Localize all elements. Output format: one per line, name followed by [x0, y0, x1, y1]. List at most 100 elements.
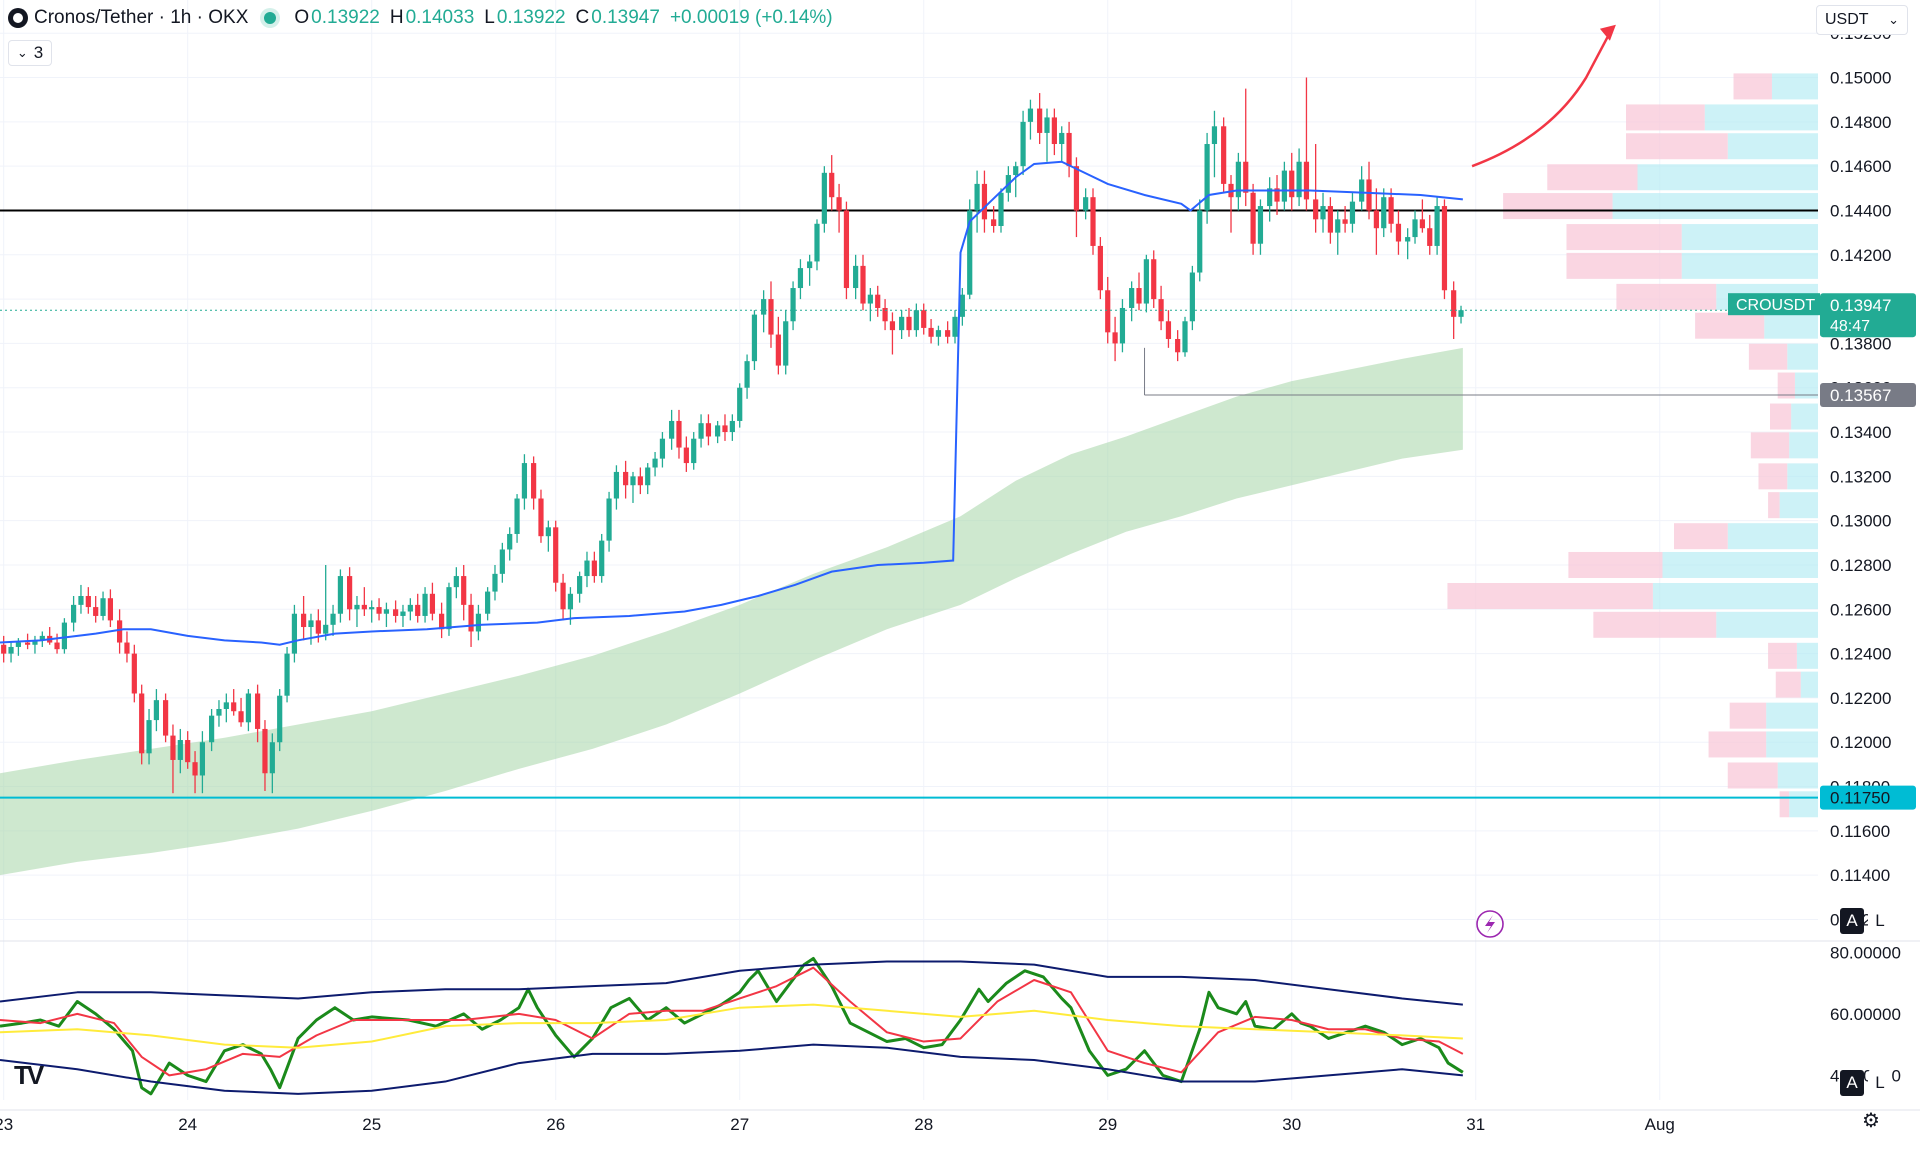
candle-body [15, 642, 22, 647]
indicators-toggle[interactable]: ⌄ 3 [8, 40, 52, 66]
candle-body [761, 299, 767, 315]
candle-body [1013, 166, 1019, 176]
price-axis-label: 0.14200 [1830, 246, 1891, 265]
candle-body [1359, 179, 1365, 202]
volume-profile-pink [1775, 671, 1801, 698]
candle-body [361, 604, 367, 610]
candle-body [875, 294, 881, 308]
candle-body [269, 742, 275, 774]
price-axis-label: 0.11400 [1830, 866, 1890, 885]
candle-body [790, 288, 796, 322]
osc-log-scale-button[interactable]: L [1868, 1070, 1892, 1096]
candle-body [889, 321, 896, 331]
oscillator-axis-label: 80.00000 [1830, 943, 1901, 962]
candle-body [797, 268, 804, 289]
symbol-title[interactable]: Cronos/Tether · 1h · OKX [34, 7, 249, 28]
log-scale-button[interactable]: L [1868, 908, 1892, 934]
price-axis-label: 0.12200 [1830, 689, 1891, 708]
currency-selector[interactable]: USDT ⌄ [1816, 5, 1908, 35]
forecast-arrow-head [1599, 24, 1616, 41]
lightning-icon [1485, 915, 1495, 933]
volume-profile-pink [1566, 252, 1682, 279]
candle-body [1395, 223, 1402, 242]
candle-body [591, 560, 597, 577]
price-axis-label: 0.13200 [1830, 467, 1891, 486]
candle-body [729, 420, 735, 433]
volume-profile-pink [1729, 702, 1767, 729]
candle-body [698, 423, 704, 439]
auto-scale-button[interactable]: A [1840, 908, 1864, 934]
candle-body [393, 609, 399, 616]
time-axis-label: 26 [546, 1115, 565, 1134]
candle-body [514, 498, 520, 534]
candle-body [507, 533, 513, 550]
candle-body [1441, 206, 1448, 291]
candle-body [531, 463, 537, 499]
candle-body [461, 576, 467, 605]
candle-body [768, 299, 774, 335]
candle-body [1112, 332, 1118, 344]
support-far-badge: 0.11750 [1830, 789, 1890, 808]
candle-body [645, 467, 651, 486]
candle-body [1073, 166, 1080, 211]
candle-body [1243, 161, 1249, 193]
candle-body [1427, 228, 1433, 246]
candle-body [1175, 338, 1181, 353]
price-axis-label: 0.11600 [1830, 822, 1890, 841]
osc-auto-scale-button[interactable]: A [1840, 1070, 1864, 1096]
candle-body [1458, 310, 1464, 317]
candle-body [146, 720, 152, 754]
volume-profile-cyan [1779, 492, 1818, 519]
candle-body [705, 423, 712, 437]
candle-body [78, 596, 84, 605]
candle-body [1388, 197, 1394, 224]
volume-profile-pink [1768, 642, 1797, 669]
volume-profile-pink [1695, 312, 1765, 339]
current-price-badge: 0.13947 [1830, 296, 1891, 315]
price-axis-label: 0.13000 [1830, 512, 1891, 531]
candle-body [1059, 132, 1065, 145]
candle-body [131, 653, 137, 694]
candle-body [1066, 132, 1072, 167]
countdown-badge: 48:47 [1830, 318, 1870, 335]
candle-body [584, 560, 590, 577]
time-axis-label: 31 [1466, 1115, 1485, 1134]
candle-body [1097, 245, 1103, 291]
candle-body [1182, 321, 1188, 353]
candle-body [783, 321, 789, 366]
volume-profile-cyan [1764, 312, 1818, 339]
vwap-line [0, 160, 1463, 646]
candle-body [407, 604, 413, 612]
price-axis-label: 0.12400 [1830, 645, 1891, 664]
change-value: +0.00019 (+0.14%) [669, 7, 833, 28]
high-value: 0.14033 [405, 7, 475, 28]
volume-profile-cyan [1777, 762, 1818, 789]
ema-band [0, 347, 1463, 876]
candle-body [821, 172, 827, 224]
candle-body [853, 265, 859, 289]
candle-body [1020, 121, 1026, 167]
volume-profile-cyan [1771, 73, 1818, 100]
volume-profile-cyan [1681, 224, 1818, 251]
candle-body [124, 642, 130, 654]
volume-profile-pink [1447, 583, 1653, 610]
candle-body [560, 582, 566, 610]
candle-body [599, 540, 605, 577]
volume-profile-cyan [1787, 463, 1818, 490]
gear-icon[interactable]: ⚙ [1862, 1110, 1880, 1132]
candle-body [882, 307, 888, 322]
forecast-arrow-line [1471, 28, 1614, 168]
candle-body [538, 498, 544, 537]
candle-body [330, 613, 336, 625]
candle-body [974, 183, 980, 211]
oscillator-axis-label: 60.00000 [1830, 1005, 1901, 1024]
candle-body [415, 604, 421, 616]
candle-body [347, 576, 353, 610]
candle-body [998, 192, 1004, 226]
candle-body [301, 613, 307, 628]
time-axis-label: 25 [362, 1115, 381, 1134]
candle-body [1434, 206, 1440, 246]
volume-profile-pink [1616, 283, 1717, 310]
tradingview-logo: TV [14, 1060, 44, 1090]
